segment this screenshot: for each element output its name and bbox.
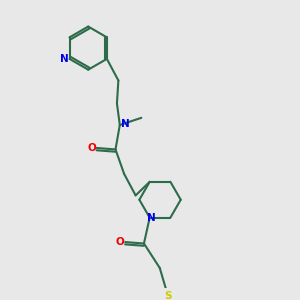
Text: N: N <box>60 54 69 64</box>
Text: N: N <box>121 118 129 129</box>
Text: O: O <box>87 143 96 153</box>
Text: S: S <box>165 291 172 300</box>
Text: N: N <box>147 213 155 223</box>
Text: O: O <box>116 237 124 247</box>
